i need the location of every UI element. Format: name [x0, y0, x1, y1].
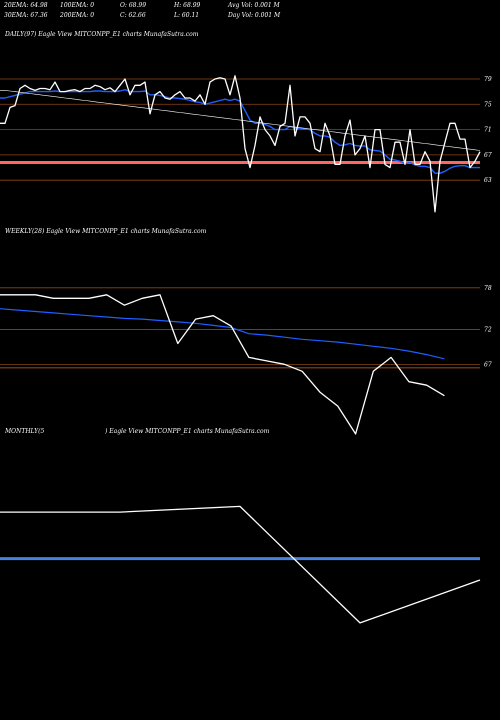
weekly-tick-label: 78 — [484, 285, 492, 292]
indicator-header: 20EMA: 64.98 100EMA: 0 O: 68.99 H: 68.99… — [0, 0, 500, 24]
avg-vol-value: Avg Vol: 0.001 M — [228, 2, 280, 9]
daily-tick-label: 79 — [484, 76, 492, 83]
daily-tick-label: 63 — [484, 177, 492, 184]
daily-tick-label: 67 — [484, 152, 492, 159]
monthly-price-line — [0, 505, 481, 624]
ema20-value: 20EMA: 64.98 — [4, 2, 48, 9]
weekly-tick-label: 67 — [484, 361, 492, 368]
ema200-value: 200EMA: 0 — [60, 12, 95, 19]
monthly-panel-title: MONTHLY(5 — [5, 428, 45, 435]
weekly-ema-line — [0, 308, 445, 360]
weekly-price-line — [0, 294, 445, 435]
daily-panel-title: DAILY(97) Eagle View MITCONPP_E1 charts … — [5, 31, 199, 38]
daily-price-line — [0, 75, 481, 213]
monthly-panel-title-rest: ) Eagle View MITCONPP_E1 charts MunafaSu… — [105, 428, 270, 435]
ema30-value: 30EMA: 67.36 — [4, 12, 48, 19]
daily-tick-label: 75 — [484, 101, 492, 108]
daily-ema-line — [0, 90, 481, 151]
open-value: O: 68.99 — [120, 2, 147, 9]
weekly-tick-label: 72 — [484, 327, 492, 334]
close-value: C: 62.66 — [120, 12, 146, 19]
low-value: L: 60.11 — [174, 12, 200, 19]
weekly-panel-title: WEEKLY(28) Eagle View MITCONPP_E1 charts… — [5, 228, 207, 235]
daily-tick-label: 71 — [484, 127, 492, 134]
ema100-value: 100EMA: 0 — [60, 2, 95, 9]
day-vol-value: Day Vol: 0.001 M — [228, 12, 281, 19]
high-value: H: 68.99 — [174, 2, 201, 9]
